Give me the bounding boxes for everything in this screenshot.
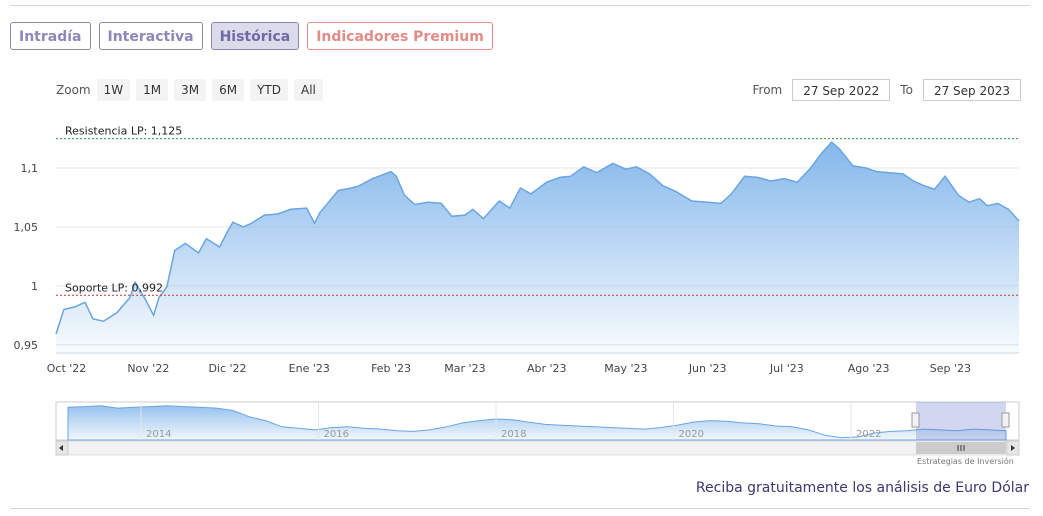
from-date-input[interactable]: 27 Sep 2022 bbox=[792, 79, 891, 101]
y-axis-labels: 0,95 1 1,05 1,1 bbox=[14, 162, 39, 352]
from-label: From bbox=[752, 83, 783, 97]
x-tick-label: Nov '22 bbox=[127, 362, 169, 375]
navigator-scrollbar[interactable] bbox=[55, 440, 1020, 456]
newsletter-link[interactable]: Reciba gratuitamente los análisis de Eur… bbox=[695, 480, 1029, 496]
x-tick-label: Feb '23 bbox=[371, 362, 411, 375]
date-range-selector: From 27 Sep 2022 To 27 Sep 2023 bbox=[743, 79, 1021, 101]
price-area bbox=[56, 142, 1019, 353]
chevron-right-icon bbox=[1011, 445, 1015, 451]
navigator-year-labels: 2014 2016 2018 2020 2022 bbox=[140, 402, 881, 440]
navigator-mask bbox=[916, 402, 1006, 440]
to-date-input[interactable]: 27 Sep 2023 bbox=[922, 79, 1021, 101]
x-tick-label: Sep '23 bbox=[930, 362, 971, 375]
x-tick-label: May '23 bbox=[604, 362, 647, 375]
y-tick-label: 1,05 bbox=[14, 221, 39, 234]
navigator-year-label: 2014 bbox=[146, 429, 171, 440]
tab-intradia[interactable]: Intradía bbox=[10, 22, 91, 50]
zoom-1w-button[interactable]: 1W bbox=[96, 79, 131, 101]
chart-credits[interactable]: Estrategias de Inversión bbox=[917, 457, 1014, 466]
tab-historica[interactable]: Histórica bbox=[210, 22, 300, 50]
x-axis-labels: Oct '22 Nov '22 Dic '22 Ene '23 Feb '23 Mar '… bbox=[47, 362, 971, 375]
y-tick-label: 0,95 bbox=[14, 339, 39, 352]
resistance-label: Resistencia LP: 1,125 bbox=[65, 125, 182, 138]
zoom-6m-button[interactable]: 6M bbox=[212, 79, 245, 101]
zoom-ytd-button[interactable]: YTD bbox=[250, 79, 288, 101]
navigator-area bbox=[67, 405, 1007, 441]
x-tick-label: Mar '23 bbox=[444, 362, 485, 375]
bottom-divider bbox=[10, 508, 1030, 509]
zoom-all-button[interactable]: All bbox=[294, 79, 323, 101]
zoom-selector: Zoom 1W 1M 3M 6M YTD All bbox=[56, 79, 329, 101]
zoom-label: Zoom bbox=[56, 83, 91, 97]
navigator-year-label: 2016 bbox=[324, 429, 349, 440]
price-line bbox=[55, 141, 1020, 335]
grip-icon bbox=[957, 445, 965, 451]
zoom-1m-button[interactable]: 1M bbox=[136, 79, 169, 101]
x-tick-label: Jul '23 bbox=[769, 362, 804, 375]
x-tick-label: Jun '23 bbox=[688, 362, 727, 375]
to-label: To bbox=[900, 83, 913, 97]
navigator-year-label: 2020 bbox=[679, 429, 704, 440]
tab-interactiva[interactable]: Interactiva bbox=[98, 22, 203, 50]
navigator-left-handle[interactable] bbox=[911, 412, 920, 428]
chart-tabs: Intradía Interactiva Histórica Indicador… bbox=[10, 22, 493, 52]
navigator-year-label: 2022 bbox=[856, 429, 881, 440]
x-tick-label: Abr '23 bbox=[527, 362, 567, 375]
top-divider bbox=[10, 5, 1030, 6]
x-tick-label: Oct '22 bbox=[47, 362, 87, 375]
zoom-3m-button[interactable]: 3M bbox=[174, 79, 207, 101]
y-tick-label: 1 bbox=[31, 280, 38, 293]
tab-indicadores-premium[interactable]: Indicadores Premium bbox=[307, 22, 493, 50]
chevron-left-icon bbox=[59, 445, 63, 451]
x-tick-label: Dic '22 bbox=[208, 362, 246, 375]
y-tick-label: 1,1 bbox=[21, 162, 39, 175]
navigator: 2014 2016 2018 2020 2022 bbox=[55, 401, 1020, 456]
support-label: Soporte LP: 0,992 bbox=[65, 281, 163, 294]
navigator-year-label: 2018 bbox=[501, 429, 526, 440]
x-tick-label: Ene '23 bbox=[289, 362, 330, 375]
navigator-right-handle[interactable] bbox=[1001, 412, 1010, 428]
x-tick-label: Ago '23 bbox=[848, 362, 890, 375]
price-chart: Resistencia LP: 1,125 Soporte LP: 0,992 … bbox=[14, 125, 1020, 456]
